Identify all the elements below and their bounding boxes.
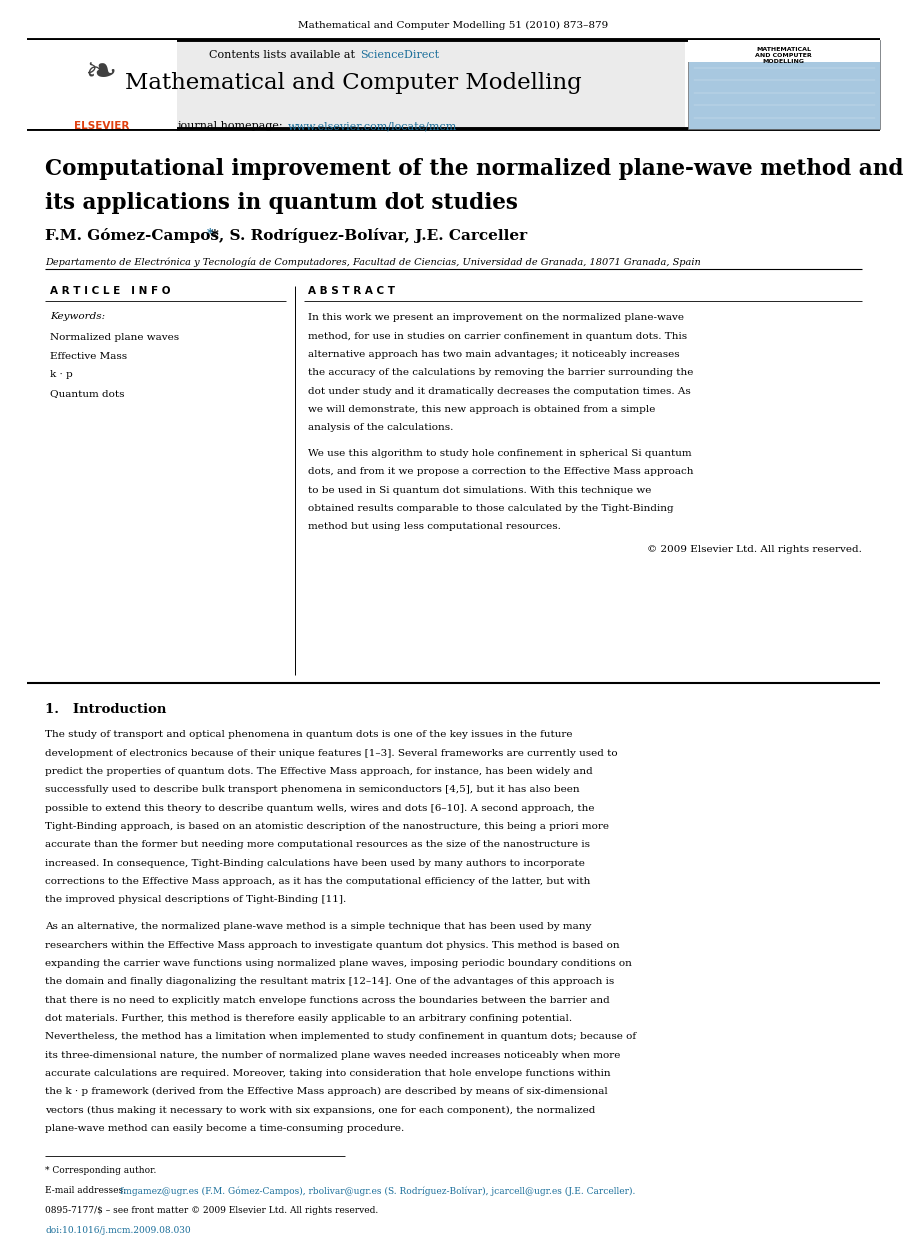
Text: the k · p framework (derived from the Effective Mass approach) are described by : the k · p framework (derived from the Ef… xyxy=(45,1087,608,1097)
Text: its applications in quantum dot studies: its applications in quantum dot studies xyxy=(45,192,518,214)
Text: dot materials. Further, this method is therefore easily applicable to an arbitra: dot materials. Further, this method is t… xyxy=(45,1014,572,1023)
Text: E-mail addresses:: E-mail addresses: xyxy=(45,1186,130,1195)
Text: Departamento de Electrónica y Tecnología de Computadores, Facultad de Ciencias, : Departamento de Electrónica y Tecnología… xyxy=(45,258,701,267)
Text: analysis of the calculations.: analysis of the calculations. xyxy=(308,423,454,432)
Text: increased. In consequence, Tight-Binding calculations have been used by many aut: increased. In consequence, Tight-Binding… xyxy=(45,859,585,868)
Text: ❧: ❧ xyxy=(85,54,118,93)
Text: Keywords:: Keywords: xyxy=(50,312,105,321)
Text: 1.   Introduction: 1. Introduction xyxy=(45,703,167,717)
Text: dot under study and it dramatically decreases the computation times. As: dot under study and it dramatically decr… xyxy=(308,386,691,395)
Text: method but using less computational resources.: method but using less computational reso… xyxy=(308,522,561,531)
Text: Contents lists available at: Contents lists available at xyxy=(209,50,358,59)
Text: Tight-Binding approach, is based on an atomistic description of the nanostructur: Tight-Binding approach, is based on an a… xyxy=(45,822,610,831)
Text: the domain and finally diagonalizing the resultant matrix [12–14]. One of the ad: the domain and finally diagonalizing the… xyxy=(45,977,615,987)
Text: researchers within the Effective Mass approach to investigate quantum dot physic: researchers within the Effective Mass ap… xyxy=(45,941,620,950)
Text: Mathematical and Computer Modelling 51 (2010) 873–879: Mathematical and Computer Modelling 51 (… xyxy=(298,20,609,30)
Text: journal homepage:: journal homepage: xyxy=(177,121,286,131)
Text: Quantum dots: Quantum dots xyxy=(50,389,124,397)
Text: method, for use in studies on carrier confinement in quantum dots. This: method, for use in studies on carrier co… xyxy=(308,332,688,340)
Text: the improved physical descriptions of Tight-Binding [11].: the improved physical descriptions of Ti… xyxy=(45,895,346,904)
Text: k · p: k · p xyxy=(50,370,73,379)
Text: Normalized plane waves: Normalized plane waves xyxy=(50,333,179,342)
Text: fmgamez@ugr.es (F.M. Gómez-Campos), rbolivar@ugr.es (S. Rodríguez-Bolívar), jcar: fmgamez@ugr.es (F.M. Gómez-Campos), rbol… xyxy=(120,1186,635,1196)
Text: A R T I C L E   I N F O: A R T I C L E I N F O xyxy=(50,286,171,296)
Text: Computational improvement of the normalized plane-wave method and: Computational improvement of the normali… xyxy=(45,158,903,181)
Text: the accuracy of the calculations by removing the barrier surrounding the: the accuracy of the calculations by remo… xyxy=(308,368,694,378)
Text: * Corresponding author.: * Corresponding author. xyxy=(45,1166,157,1175)
Bar xyxy=(27,40,685,129)
Text: development of electronics because of their unique features [1–3]. Several frame: development of electronics because of th… xyxy=(45,749,618,758)
Text: its three-dimensional nature, the number of normalized plane waves needed increa: its three-dimensional nature, the number… xyxy=(45,1051,620,1060)
Text: As an alternative, the normalized plane-wave method is a simple technique that h: As an alternative, the normalized plane-… xyxy=(45,922,591,931)
Text: ScienceDirect: ScienceDirect xyxy=(360,50,439,59)
Bar xyxy=(688,40,880,129)
Text: corrections to the Effective Mass approach, as it has the computational efficien: corrections to the Effective Mass approa… xyxy=(45,877,590,886)
Text: alternative approach has two main advantages; it noticeably increases: alternative approach has two main advant… xyxy=(308,350,680,359)
Text: successfully used to describe bulk transport phenomena in semiconductors [4,5], : successfully used to describe bulk trans… xyxy=(45,785,580,795)
Text: Nevertheless, the method has a limitation when implemented to study confinement : Nevertheless, the method has a limitatio… xyxy=(45,1032,637,1041)
Text: we will demonstrate, this new approach is obtained from a simple: we will demonstrate, this new approach i… xyxy=(308,405,656,413)
Text: F.M. Gómez-Campos: F.M. Gómez-Campos xyxy=(45,228,219,243)
Text: vectors (thus making it necessary to work with six expansions, one for each comp: vectors (thus making it necessary to wor… xyxy=(45,1106,596,1114)
Text: *, S. Rodríguez-Bolívar, J.E. Carceller: *, S. Rodríguez-Bolívar, J.E. Carceller xyxy=(211,228,528,243)
Bar xyxy=(688,40,880,62)
Text: predict the properties of quantum dots. The Effective Mass approach, for instanc: predict the properties of quantum dots. … xyxy=(45,768,593,776)
Text: *: * xyxy=(207,228,213,241)
Text: that there is no need to explicitly match envelope functions across the boundari: that there is no need to explicitly matc… xyxy=(45,995,610,1004)
Text: obtained results comparable to those calculated by the Tight-Binding: obtained results comparable to those cal… xyxy=(308,504,674,513)
Text: possible to extend this theory to describe quantum wells, wires and dots [6–10].: possible to extend this theory to descri… xyxy=(45,803,595,812)
Text: © 2009 Elsevier Ltd. All rights reserved.: © 2009 Elsevier Ltd. All rights reserved… xyxy=(647,546,862,555)
Text: Mathematical and Computer Modelling: Mathematical and Computer Modelling xyxy=(125,72,582,94)
Text: A B S T R A C T: A B S T R A C T xyxy=(308,286,395,296)
Text: plane-wave method can easily become a time-consuming procedure.: plane-wave method can easily become a ti… xyxy=(45,1124,405,1133)
Text: to be used in Si quantum dot simulations. With this technique we: to be used in Si quantum dot simulations… xyxy=(308,485,652,494)
Text: expanding the carrier wave functions using normalized plane waves, imposing peri: expanding the carrier wave functions usi… xyxy=(45,959,632,968)
Text: accurate calculations are required. Moreover, taking into consideration that hol: accurate calculations are required. More… xyxy=(45,1068,611,1078)
Text: www.elsevier.com/locate/mcm: www.elsevier.com/locate/mcm xyxy=(288,121,457,131)
Text: MATHEMATICAL
AND COMPUTER
MODELLING: MATHEMATICAL AND COMPUTER MODELLING xyxy=(756,47,812,63)
Text: dots, and from it we propose a correction to the Effective Mass approach: dots, and from it we propose a correctio… xyxy=(308,467,694,477)
Bar xyxy=(27,40,177,129)
Text: doi:10.1016/j.mcm.2009.08.030: doi:10.1016/j.mcm.2009.08.030 xyxy=(45,1226,191,1234)
Text: Effective Mass: Effective Mass xyxy=(50,352,127,360)
Text: ELSEVIER: ELSEVIER xyxy=(73,121,130,131)
Text: accurate than the former but needing more computational resources as the size of: accurate than the former but needing mor… xyxy=(45,841,590,849)
Text: 0895-7177/$ – see front matter © 2009 Elsevier Ltd. All rights reserved.: 0895-7177/$ – see front matter © 2009 El… xyxy=(45,1206,378,1214)
Text: In this work we present an improvement on the normalized plane-wave: In this work we present an improvement o… xyxy=(308,313,685,322)
Text: The study of transport and optical phenomena in quantum dots is one of the key i: The study of transport and optical pheno… xyxy=(45,730,573,739)
Text: We use this algorithm to study hole confinement in spherical Si quantum: We use this algorithm to study hole conf… xyxy=(308,449,692,458)
